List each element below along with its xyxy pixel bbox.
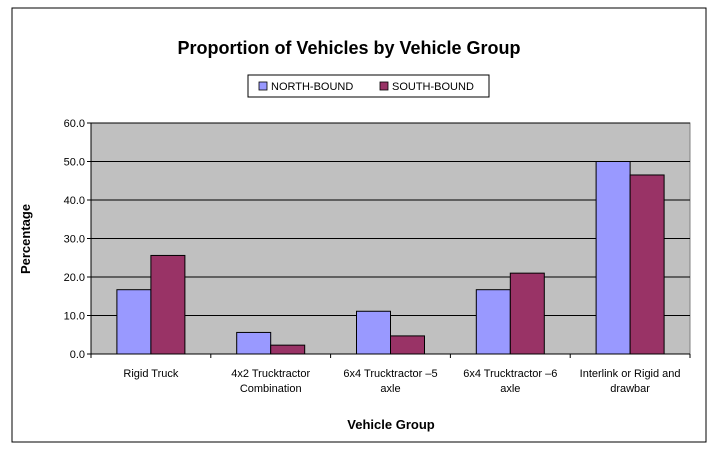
y-axis-ticks: 0.0 10.0 20.0 30.0 40.0 50.0 60.0 <box>64 118 690 361</box>
bar-north-bound <box>116 289 152 355</box>
x-category-label: Interlink or Rigid and drawbar <box>580 368 681 395</box>
bar-north-bound <box>595 161 631 355</box>
legend-swatch-south <box>379 81 389 91</box>
x-category-label: 6x4 Trucktractor –5 axle <box>343 368 437 395</box>
bars <box>116 161 665 355</box>
x-category-label: Rigid Truck <box>123 368 179 380</box>
y-tick-label: 40.0 <box>64 195 85 207</box>
gridlines <box>91 122 690 316</box>
x-axis-title: Vehicle Group <box>347 417 434 432</box>
legend-box <box>247 74 490 98</box>
bar-south-bound <box>150 254 186 355</box>
y-axis-title: Percentage <box>18 204 33 274</box>
bar-north-bound <box>356 310 391 355</box>
legend-label-south: SOUTH-BOUND <box>392 81 474 93</box>
y-tick-label: 30.0 <box>64 234 85 246</box>
legend-label-north: NORTH-BOUND <box>271 81 353 93</box>
y-tick-label: 20.0 <box>64 272 85 284</box>
bar-north-bound <box>475 289 511 355</box>
bar-north-bound <box>236 331 272 355</box>
bar-south-bound <box>390 335 425 355</box>
x-category-label: 4x2 Trucktractor Combination <box>231 368 310 395</box>
bar-south-bound <box>509 272 545 355</box>
bar-south-bound <box>629 174 665 355</box>
legend: NORTH-BOUND SOUTH-BOUND <box>247 74 490 98</box>
legend-swatch-north <box>258 81 268 91</box>
y-tick-label: 60.0 <box>64 118 85 130</box>
bar-south-bound <box>270 344 306 355</box>
y-tick-label: 50.0 <box>64 157 85 169</box>
x-category-label: 6x4 Trucktractor –6 axle <box>463 368 557 395</box>
chart-title: Proportion of Vehicles by Vehicle Group <box>177 38 520 58</box>
x-axis-categories: Rigid Truck 4x2 Trucktractor Combination 6x… <box>90 354 691 395</box>
y-tick-label: 10.0 <box>64 311 85 323</box>
y-tick-label: 0.0 <box>70 349 85 361</box>
